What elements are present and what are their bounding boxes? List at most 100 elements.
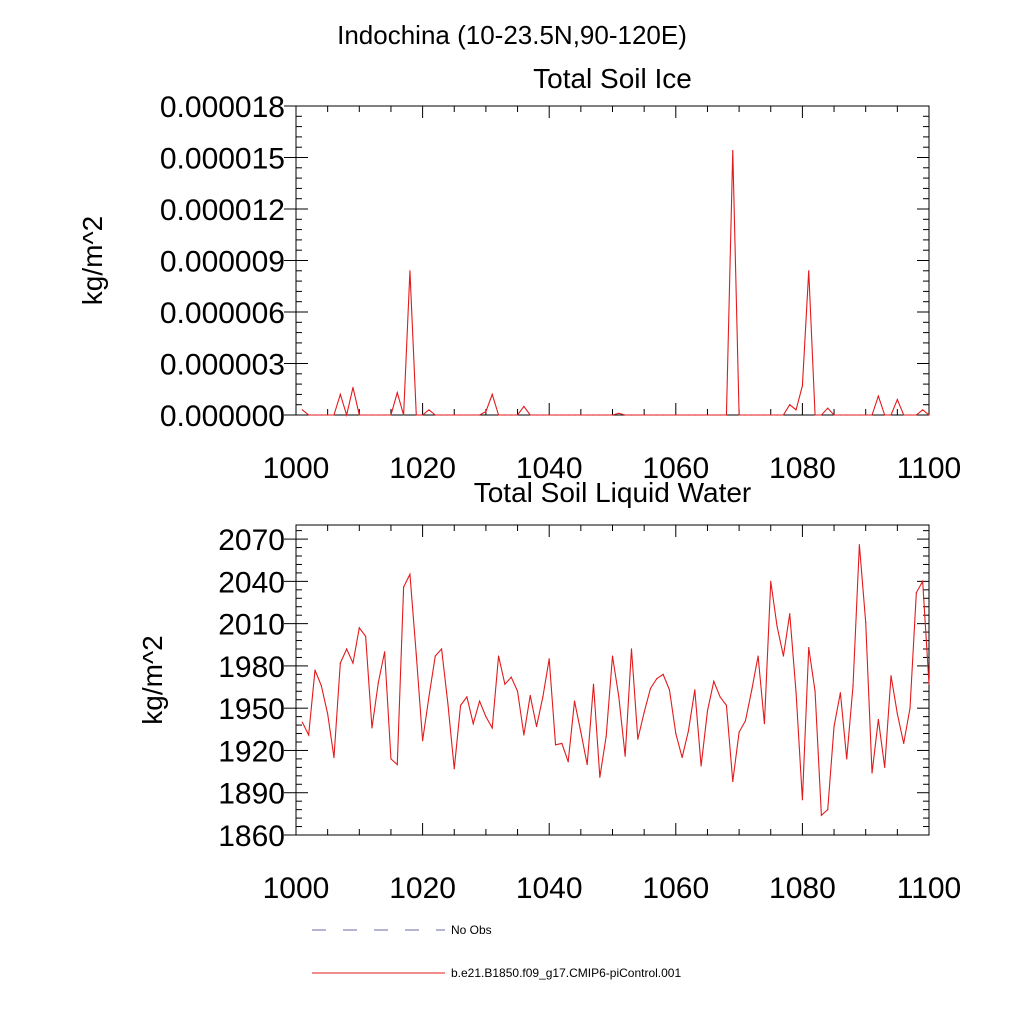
data-point — [346, 648, 348, 650]
data-point — [637, 738, 639, 740]
data-point — [732, 150, 734, 152]
data-point — [687, 414, 690, 416]
data-point — [440, 648, 443, 650]
data-point — [561, 742, 563, 745]
data-point — [675, 732, 677, 735]
data-point — [865, 621, 867, 623]
y-axis-label: kg/m^2 — [137, 635, 168, 724]
data-point — [776, 414, 778, 416]
data-point — [776, 625, 778, 628]
data-point — [485, 716, 487, 718]
data-point — [497, 414, 500, 416]
data-point — [422, 414, 424, 416]
data-point — [592, 414, 595, 416]
data-point — [795, 409, 797, 411]
data-point — [548, 414, 550, 416]
y-axis-label: kg/m^2 — [77, 216, 108, 305]
data-point — [428, 696, 430, 698]
data-point — [782, 655, 785, 657]
data-point — [466, 696, 468, 698]
data-point — [630, 648, 633, 650]
x-tick-label: 1020 — [389, 872, 456, 905]
y-tick-label: 0.000015 — [160, 143, 285, 176]
data-point — [554, 744, 557, 746]
series-line — [301, 544, 930, 817]
data-point — [327, 713, 329, 715]
data-point — [611, 655, 614, 657]
data-point — [548, 658, 550, 660]
data-point — [396, 392, 398, 394]
data-point — [510, 676, 512, 678]
data-point — [542, 696, 544, 698]
data-point — [403, 414, 405, 416]
y-tick-label: 1860 — [218, 820, 285, 853]
data-point — [485, 410, 487, 413]
data-point — [808, 646, 810, 649]
y-tick-label: 0.000018 — [160, 91, 285, 124]
data-point — [649, 687, 652, 690]
data-point — [833, 725, 835, 728]
y-tick-label: 0.000003 — [160, 349, 285, 382]
x-tick-label: 1040 — [516, 872, 583, 905]
data-point — [535, 725, 538, 728]
x-tick-label: 1080 — [769, 872, 836, 905]
y-tick-label: 0.000012 — [160, 194, 285, 227]
data-point — [839, 414, 841, 416]
data-point — [884, 766, 886, 768]
x-tick-label: 1100 — [897, 872, 962, 905]
data-point — [434, 655, 436, 657]
data-point — [308, 734, 310, 736]
x-tick-label: 1100 — [897, 452, 962, 485]
data-point — [662, 673, 664, 675]
data-point — [371, 727, 373, 729]
data-point — [472, 414, 474, 416]
data-point — [586, 763, 588, 766]
data-point — [833, 414, 835, 416]
data-point — [390, 414, 392, 416]
data-point — [358, 414, 360, 416]
data-point — [320, 685, 322, 687]
y-tick-label: 2010 — [218, 609, 285, 642]
data-point — [922, 580, 924, 582]
chart-title: Total Soil Ice — [533, 63, 692, 94]
data-point — [649, 414, 652, 416]
data-point — [820, 414, 822, 416]
data-point — [510, 414, 512, 416]
data-point — [744, 720, 747, 722]
data-point — [415, 654, 417, 656]
figure-title: Indochina (10-23.5N,90-120E) — [337, 20, 687, 50]
data-point — [865, 414, 867, 416]
data-point — [542, 414, 544, 416]
legend-model-label: b.e21.B1850.f09_g17.CMIP6-piControl.001 — [451, 966, 681, 980]
data-point — [314, 669, 316, 671]
data-point — [447, 414, 449, 416]
y-tick-label: 0.000000 — [160, 400, 285, 433]
data-point — [346, 414, 348, 416]
data-point — [409, 270, 411, 272]
data-point — [447, 703, 449, 705]
plot-frame — [295, 105, 930, 416]
data-point — [909, 414, 911, 416]
data-point — [789, 613, 791, 615]
data-point — [858, 544, 860, 546]
data-point — [384, 414, 386, 416]
data-point — [795, 692, 797, 694]
data-point — [757, 414, 759, 416]
data-point — [453, 414, 455, 416]
data-point — [814, 690, 816, 692]
data-point — [909, 707, 911, 709]
data-point — [839, 692, 841, 694]
data-point — [763, 723, 766, 725]
data-point — [915, 414, 917, 416]
data-point — [301, 721, 303, 723]
data-point — [719, 696, 721, 698]
data-point — [529, 414, 531, 416]
data-point — [928, 683, 930, 685]
data-point — [922, 409, 924, 411]
data-point — [890, 414, 892, 416]
data-point — [504, 414, 506, 416]
data-point — [732, 780, 734, 783]
data-point — [852, 414, 854, 416]
data-point — [504, 683, 506, 685]
data-point — [352, 662, 354, 664]
